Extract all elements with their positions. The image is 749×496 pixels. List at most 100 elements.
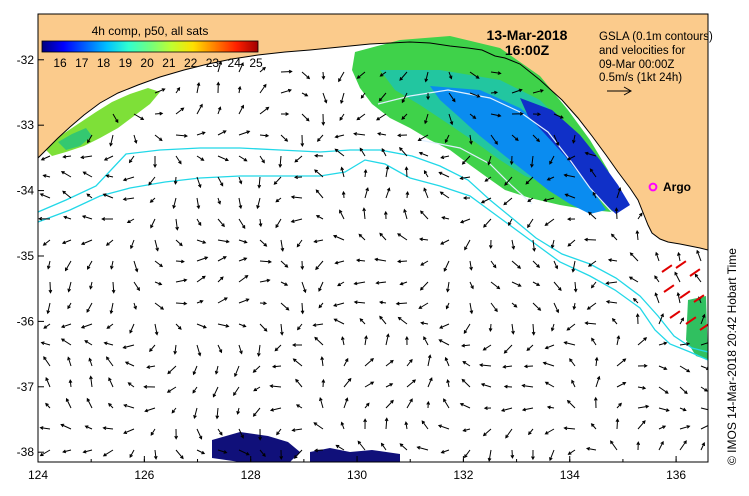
velocity-arrow [259, 155, 265, 164]
velocity-arrow [532, 260, 541, 268]
velocity-arrow [658, 425, 667, 430]
velocity-arrow [589, 168, 597, 178]
velocity-arrow [111, 281, 116, 294]
velocity-arrow [196, 218, 202, 227]
velocity-arrow [700, 407, 708, 411]
velocity-arrow [385, 399, 394, 409]
velocity-arrow [376, 113, 387, 121]
velocity-arrow [154, 281, 163, 286]
velocity-arrow [63, 215, 72, 220]
velocity-arrow [67, 281, 72, 293]
velocity-arrow [484, 176, 492, 182]
velocity-arrow [531, 449, 535, 461]
velocity-arrow [399, 443, 408, 451]
velocity-arrow [505, 428, 513, 439]
velocity-arrow [314, 153, 324, 158]
velocity-arrow [175, 278, 188, 283]
velocity-arrow [217, 344, 223, 354]
velocity-arrow [511, 134, 519, 142]
velocity-arrow [274, 344, 282, 352]
velocity-arrow [300, 302, 305, 315]
velocity-arrow [81, 215, 93, 220]
velocity-arrow [490, 134, 498, 145]
velocity-arrow [102, 449, 114, 457]
velocity-arrow [238, 428, 244, 439]
velocity-arrow [144, 407, 156, 413]
velocity-arrow [483, 406, 492, 411]
velocity-arrow [679, 365, 691, 373]
velocity-arrow [154, 111, 164, 116]
velocity-arrow [89, 375, 93, 388]
velocity-arrow [259, 239, 268, 247]
velocity-arrow [440, 449, 450, 454]
velocity-arrow [61, 239, 72, 245]
velocity-arrow [133, 302, 137, 310]
velocity-arrow [427, 354, 432, 367]
velocity-arrow [426, 400, 431, 409]
velocity-arrow [333, 318, 345, 325]
velocity-arrow [196, 103, 203, 115]
velocity-arrow [318, 281, 324, 292]
velocity-arrow [448, 71, 453, 80]
velocity-arrow [616, 382, 627, 388]
velocity-arrow [146, 365, 156, 369]
velocity-arrow [280, 88, 292, 94]
velocity-arrow [259, 323, 268, 332]
contour-gsla-white-2 [419, 139, 533, 205]
velocity-arrow [700, 442, 705, 451]
x-axis: 124 126 128 130 132 134 136 [28, 456, 686, 482]
velocity-arrow [487, 155, 492, 166]
strong-velocity-arrow [675, 260, 687, 269]
velocity-arrow [154, 323, 159, 336]
velocity-arrow [143, 384, 156, 389]
velocity-arrow [532, 134, 540, 143]
velocity-arrow [542, 197, 555, 202]
x-tick-label: 126 [134, 468, 154, 482]
strong-velocity-arrow [669, 310, 681, 319]
velocity-arrow [38, 216, 51, 221]
velocity-arrows [38, 60, 708, 462]
velocity-arrow [584, 237, 597, 242]
velocity-arrow [446, 378, 450, 388]
velocity-arrow [380, 442, 387, 451]
velocity-arrow [607, 258, 618, 262]
velocity-arrow [482, 428, 492, 437]
velocity-arrow [293, 449, 303, 459]
velocity-arrow [616, 358, 627, 367]
velocity-arrow [404, 166, 409, 178]
velocity-arrow [418, 302, 429, 309]
velocity-arrow [469, 71, 480, 79]
velocity-arrow [503, 384, 513, 389]
velocity-arrow [553, 260, 559, 270]
land-mass [38, 14, 708, 250]
velocity-arrow [509, 155, 514, 166]
velocity-arrow [238, 62, 244, 73]
velocity-arrow [658, 313, 664, 325]
colorbar-bar [41, 40, 259, 53]
velocity-arrow [315, 260, 324, 271]
velocity-arrow [315, 215, 324, 220]
velocity-arrow [503, 344, 513, 354]
velocity-arrow [217, 197, 221, 205]
velocity-arrow [238, 344, 243, 355]
velocity-arrow [313, 422, 324, 430]
velocity-arrow [564, 193, 576, 199]
velocity-arrow [571, 379, 576, 388]
velocity-arrow [105, 174, 114, 178]
velocity-arrow [490, 260, 497, 269]
y-axis: -32 -33 -34 -35 -36 -37 -38 [17, 53, 44, 459]
velocity-arrow [124, 361, 135, 367]
velocity-arrow [445, 302, 450, 310]
velocity-arrow [549, 155, 555, 165]
velocity-arrow [253, 386, 261, 392]
velocity-arrow [238, 130, 251, 136]
argo-float: Argo [648, 180, 691, 194]
colorbar-tick-label: 24 [228, 56, 242, 70]
velocity-arrow [320, 356, 325, 367]
velocity-arrow [592, 191, 597, 199]
velocity-arrow [567, 239, 576, 247]
velocity-arrow [383, 210, 388, 220]
velocity-arrow [360, 92, 366, 99]
velocity-arrow [334, 148, 345, 157]
velocity-arrow [238, 176, 243, 185]
